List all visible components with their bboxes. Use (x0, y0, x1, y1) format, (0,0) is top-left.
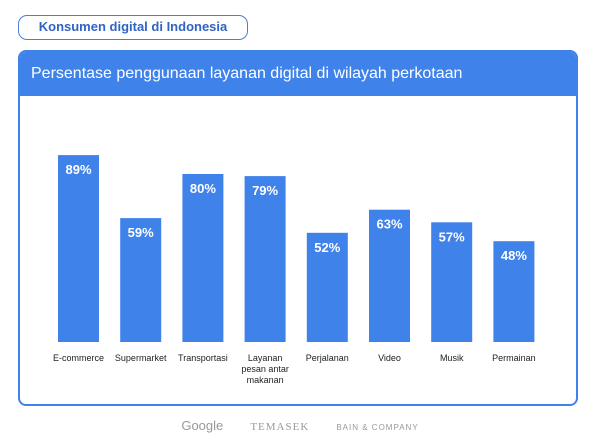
data-label: 80% (190, 181, 216, 196)
data-label: 79% (252, 183, 278, 198)
temasek-logo: TEMASEK (250, 421, 310, 433)
bar (120, 218, 162, 342)
category-label: Musik (440, 353, 464, 363)
category-label: Perjalanan (306, 353, 349, 363)
bar-chart: 89% E-commerce 59% Supermarket 80% Transporta… (53, 155, 536, 385)
bar (58, 155, 99, 342)
data-label: 59% (128, 225, 154, 240)
data-label: 52% (314, 240, 340, 255)
bar (431, 222, 473, 342)
bar (493, 241, 535, 342)
bar (369, 209, 410, 342)
data-label: 63% (376, 217, 402, 232)
chart-card: Persentase penggunaan layanan digital di… (18, 50, 578, 406)
category-label: Layanan pesan antar makanan (241, 353, 289, 385)
bain-logo: BAIN & COMPANY (336, 423, 419, 432)
topic-badge: Konsumen digital di Indonesia (18, 15, 248, 40)
bar (306, 232, 348, 342)
bar (244, 176, 286, 342)
data-label: 57% (439, 229, 465, 244)
chart-title: Persentase penggunaan layanan digital di… (20, 52, 576, 96)
data-label: 48% (501, 248, 527, 263)
category-label: Permainan (492, 353, 536, 363)
category-label: E-commerce (53, 353, 104, 363)
data-label: 89% (65, 162, 91, 177)
category-label: Transportasi (178, 353, 228, 363)
partner-logos: Google TEMASEK BAIN & COMPANY (0, 418, 600, 433)
google-logo: Google (181, 418, 224, 433)
category-label: Video (378, 353, 401, 363)
bar (182, 174, 224, 342)
category-label: Supermarket (115, 353, 167, 363)
